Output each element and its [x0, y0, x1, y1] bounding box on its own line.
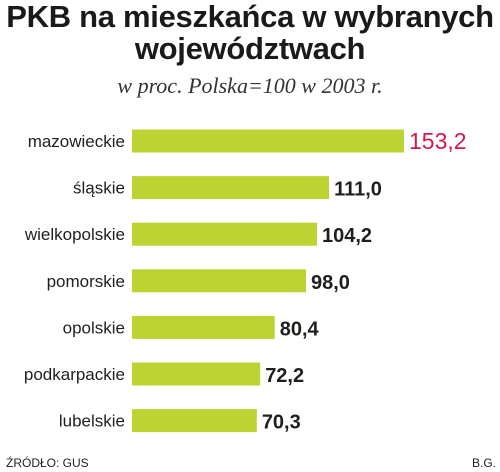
bar-podkarpackie — [132, 362, 261, 386]
category-label-opolskie: opolskie — [63, 318, 125, 337]
value-label-mazowieckie: 153,2 — [409, 128, 467, 154]
category-label-mazowieckie: mazowieckie — [28, 132, 125, 151]
chart-title-line-1: PKB na mieszkańca w wybranych — [6, 0, 494, 34]
value-label-lubelskie: 70,3 — [262, 412, 301, 434]
value-label-opolskie: 80,4 — [280, 318, 320, 340]
category-label-pomorskie: pomorskie — [47, 272, 125, 291]
bar-opolskie — [132, 315, 275, 339]
value-label-podkarpackie: 72,2 — [265, 365, 304, 387]
source-note: ŹRÓDŁO: GUS — [6, 456, 89, 470]
category-label-podkarpackie: podkarpackie — [24, 365, 125, 384]
bar-pomorskie — [132, 269, 306, 293]
category-label-lubelskie: lubelskie — [59, 412, 125, 431]
bar-slaskie — [132, 176, 330, 200]
bar-wielkopolskie — [132, 222, 318, 246]
value-label-pomorskie: 98,0 — [311, 272, 350, 294]
value-label-slaskie: 111,0 — [334, 179, 382, 201]
chart-title-line-2: województwach — [134, 31, 366, 66]
bar-mazowieckie — [132, 129, 404, 153]
category-label-slaskie: śląskie — [73, 179, 125, 198]
bar-lubelskie — [132, 409, 257, 433]
category-label-wielkopolskie: wielkopolskie — [24, 225, 125, 244]
chart-subtitle: w proc. Polska=100 w 2003 r. — [117, 73, 383, 98]
author-credit: B.G. — [471, 456, 496, 470]
value-label-wielkopolskie: 104,2 — [322, 225, 372, 247]
